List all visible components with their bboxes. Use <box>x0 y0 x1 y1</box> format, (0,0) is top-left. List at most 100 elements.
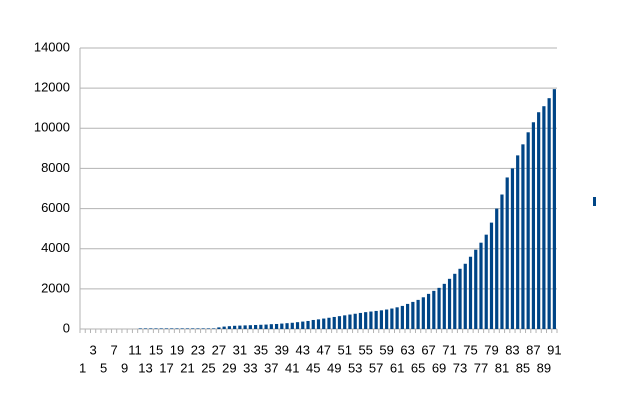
bar <box>500 194 504 329</box>
y-tick-label: 8000 <box>41 160 70 175</box>
y-tick-label: 12000 <box>34 80 70 95</box>
bar <box>358 312 363 329</box>
bar <box>416 299 420 329</box>
x-tick-label: 31 <box>233 342 247 357</box>
x-tick-label: 9 <box>121 360 128 375</box>
bar <box>337 316 342 329</box>
bar <box>343 315 347 329</box>
bar <box>316 319 321 329</box>
x-tick-label: 87 <box>526 342 540 357</box>
x-tick-label: 57 <box>369 360 383 375</box>
bar <box>374 310 378 329</box>
x-tick-label: 91 <box>547 342 561 357</box>
bar <box>269 324 273 329</box>
bar <box>395 307 399 329</box>
x-tick-label: 17 <box>159 360 173 375</box>
y-tick-label: 10000 <box>34 120 70 135</box>
bar <box>479 242 483 329</box>
x-tick-label: 7 <box>110 342 117 357</box>
x-tick-label: 25 <box>201 360 215 375</box>
bar <box>159 328 163 329</box>
bar <box>170 328 174 329</box>
bar <box>206 328 211 329</box>
bar <box>421 297 425 329</box>
bar <box>285 323 289 329</box>
bar <box>369 311 373 329</box>
bar <box>243 325 247 329</box>
bar <box>484 234 488 329</box>
x-tick-label: 41 <box>285 360 299 375</box>
x-tick-label: 23 <box>191 342 205 357</box>
bar <box>274 323 279 329</box>
x-tick-label: 85 <box>516 360 530 375</box>
bar <box>379 310 384 329</box>
x-tick-label: 15 <box>149 342 163 357</box>
bar <box>295 322 300 329</box>
x-tick-label: 29 <box>222 360 236 375</box>
x-tick-label: 3 <box>89 342 96 357</box>
x-tick-label: 33 <box>243 360 257 375</box>
bar <box>327 317 331 329</box>
bar <box>411 301 415 329</box>
x-tick-label: 59 <box>379 342 393 357</box>
y-tick-label: 2000 <box>41 280 70 295</box>
bar <box>322 318 326 329</box>
x-tick-label: 45 <box>306 360 320 375</box>
bar <box>180 328 184 329</box>
bar <box>248 325 252 329</box>
x-tick-label: 51 <box>337 342 351 357</box>
bar <box>453 273 457 329</box>
bar <box>227 326 231 329</box>
x-tick-label: 13 <box>138 360 152 375</box>
bar <box>348 314 352 329</box>
bar <box>353 313 357 329</box>
x-tick-label: 55 <box>358 342 372 357</box>
x-tick-label: 61 <box>390 360 404 375</box>
x-tick-label: 83 <box>505 342 519 357</box>
x-tick-label: 79 <box>484 342 498 357</box>
bar <box>311 319 315 329</box>
y-tick-label: 6000 <box>41 200 70 215</box>
x-tick-label: 11 <box>128 342 142 357</box>
x-tick-label: 63 <box>400 342 414 357</box>
bar <box>458 268 462 329</box>
x-tick-label: 69 <box>432 360 446 375</box>
bar <box>253 324 258 329</box>
bar <box>301 321 305 329</box>
x-tick-label: 73 <box>453 360 467 375</box>
legend-swatch <box>593 197 596 206</box>
bar <box>537 112 541 329</box>
bar <box>149 328 153 329</box>
x-tick-label: 71 <box>442 342 456 357</box>
x-tick-label: 27 <box>212 342 226 357</box>
x-tick-label: 37 <box>264 360 278 375</box>
bar <box>138 328 142 329</box>
bar <box>463 263 467 329</box>
bar <box>526 132 530 329</box>
bar <box>280 323 284 329</box>
bar <box>400 305 404 329</box>
bar <box>390 308 394 329</box>
x-tick-label: 65 <box>411 360 425 375</box>
x-tick-label: 47 <box>317 342 331 357</box>
x-tick-label: 43 <box>296 342 310 357</box>
x-tick-label: 89 <box>537 360 551 375</box>
x-tick-label: 21 <box>180 360 194 375</box>
x-tick-label: 1 <box>79 360 86 375</box>
x-tick-label: 77 <box>474 360 488 375</box>
bar <box>442 283 446 329</box>
x-tick-label: 49 <box>327 360 341 375</box>
y-tick-label: 4000 <box>41 240 70 255</box>
x-tick-label: 53 <box>348 360 362 375</box>
bar <box>212 328 216 329</box>
bar <box>521 144 525 329</box>
bar <box>175 328 179 329</box>
bar <box>264 324 268 329</box>
bar <box>547 98 551 329</box>
bar <box>196 328 200 329</box>
bar <box>505 177 509 329</box>
bar <box>222 326 226 329</box>
x-tick-label: 5 <box>100 360 107 375</box>
bar <box>406 303 410 329</box>
